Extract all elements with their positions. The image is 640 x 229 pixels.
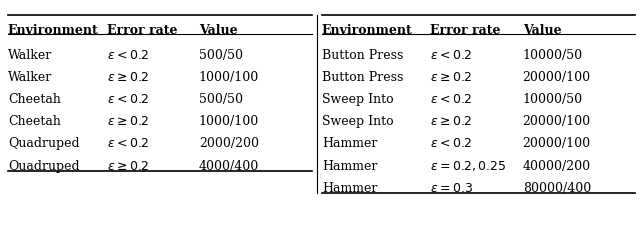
Text: $\epsilon < 0.2$: $\epsilon < 0.2$ bbox=[430, 49, 472, 62]
Text: $\epsilon < 0.2$: $\epsilon < 0.2$ bbox=[430, 93, 472, 106]
Text: 500/50: 500/50 bbox=[199, 49, 243, 62]
Text: 10000/50: 10000/50 bbox=[523, 93, 583, 106]
Text: Walker: Walker bbox=[8, 49, 52, 62]
Text: Value: Value bbox=[523, 24, 561, 37]
Text: Button Press: Button Press bbox=[322, 71, 403, 84]
Text: $\epsilon < 0.2$: $\epsilon < 0.2$ bbox=[106, 49, 148, 62]
Text: 20000/100: 20000/100 bbox=[523, 137, 591, 150]
Text: $\epsilon \geq 0.2$: $\epsilon \geq 0.2$ bbox=[106, 115, 148, 128]
Text: Walker: Walker bbox=[8, 71, 52, 84]
Text: $\epsilon < 0.2$: $\epsilon < 0.2$ bbox=[430, 137, 472, 150]
Text: Hammer: Hammer bbox=[322, 137, 378, 150]
Text: $\epsilon \geq 0.2$: $\epsilon \geq 0.2$ bbox=[430, 115, 472, 128]
Text: Environment: Environment bbox=[322, 24, 413, 37]
Text: 20000/100: 20000/100 bbox=[523, 71, 591, 84]
Text: $\epsilon < 0.2$: $\epsilon < 0.2$ bbox=[106, 93, 148, 106]
Text: $\epsilon \geq 0.2$: $\epsilon \geq 0.2$ bbox=[106, 160, 148, 173]
Text: $\epsilon \geq 0.2$: $\epsilon \geq 0.2$ bbox=[106, 71, 148, 84]
Text: 20000/100: 20000/100 bbox=[523, 115, 591, 128]
Text: Sweep Into: Sweep Into bbox=[322, 93, 394, 106]
Text: Environment: Environment bbox=[8, 24, 99, 37]
Text: 10000/50: 10000/50 bbox=[523, 49, 583, 62]
Text: 1000/100: 1000/100 bbox=[199, 71, 259, 84]
Text: Sweep Into: Sweep Into bbox=[322, 115, 394, 128]
Text: 1000/100: 1000/100 bbox=[199, 115, 259, 128]
Text: $\epsilon \geq 0.2$: $\epsilon \geq 0.2$ bbox=[430, 71, 472, 84]
Text: $\epsilon = 0.2, 0.25$: $\epsilon = 0.2, 0.25$ bbox=[430, 159, 506, 173]
Text: 2000/200: 2000/200 bbox=[199, 137, 259, 150]
Text: Error rate: Error rate bbox=[430, 24, 500, 37]
Text: $\epsilon < 0.2$: $\epsilon < 0.2$ bbox=[106, 137, 148, 150]
Text: 4000/400: 4000/400 bbox=[199, 160, 259, 173]
Text: Hammer: Hammer bbox=[322, 160, 378, 173]
Text: Error rate: Error rate bbox=[106, 24, 177, 37]
Text: $\epsilon = 0.3$: $\epsilon = 0.3$ bbox=[430, 182, 473, 195]
Text: 80000/400: 80000/400 bbox=[523, 182, 591, 195]
Text: 500/50: 500/50 bbox=[199, 93, 243, 106]
Text: Button Press: Button Press bbox=[322, 49, 403, 62]
Text: Hammer: Hammer bbox=[322, 182, 378, 195]
Text: Cheetah: Cheetah bbox=[8, 115, 61, 128]
Text: Value: Value bbox=[199, 24, 237, 37]
Text: Quadruped: Quadruped bbox=[8, 137, 79, 150]
Text: Quadruped: Quadruped bbox=[8, 160, 79, 173]
Text: Cheetah: Cheetah bbox=[8, 93, 61, 106]
Text: 40000/200: 40000/200 bbox=[523, 160, 591, 173]
